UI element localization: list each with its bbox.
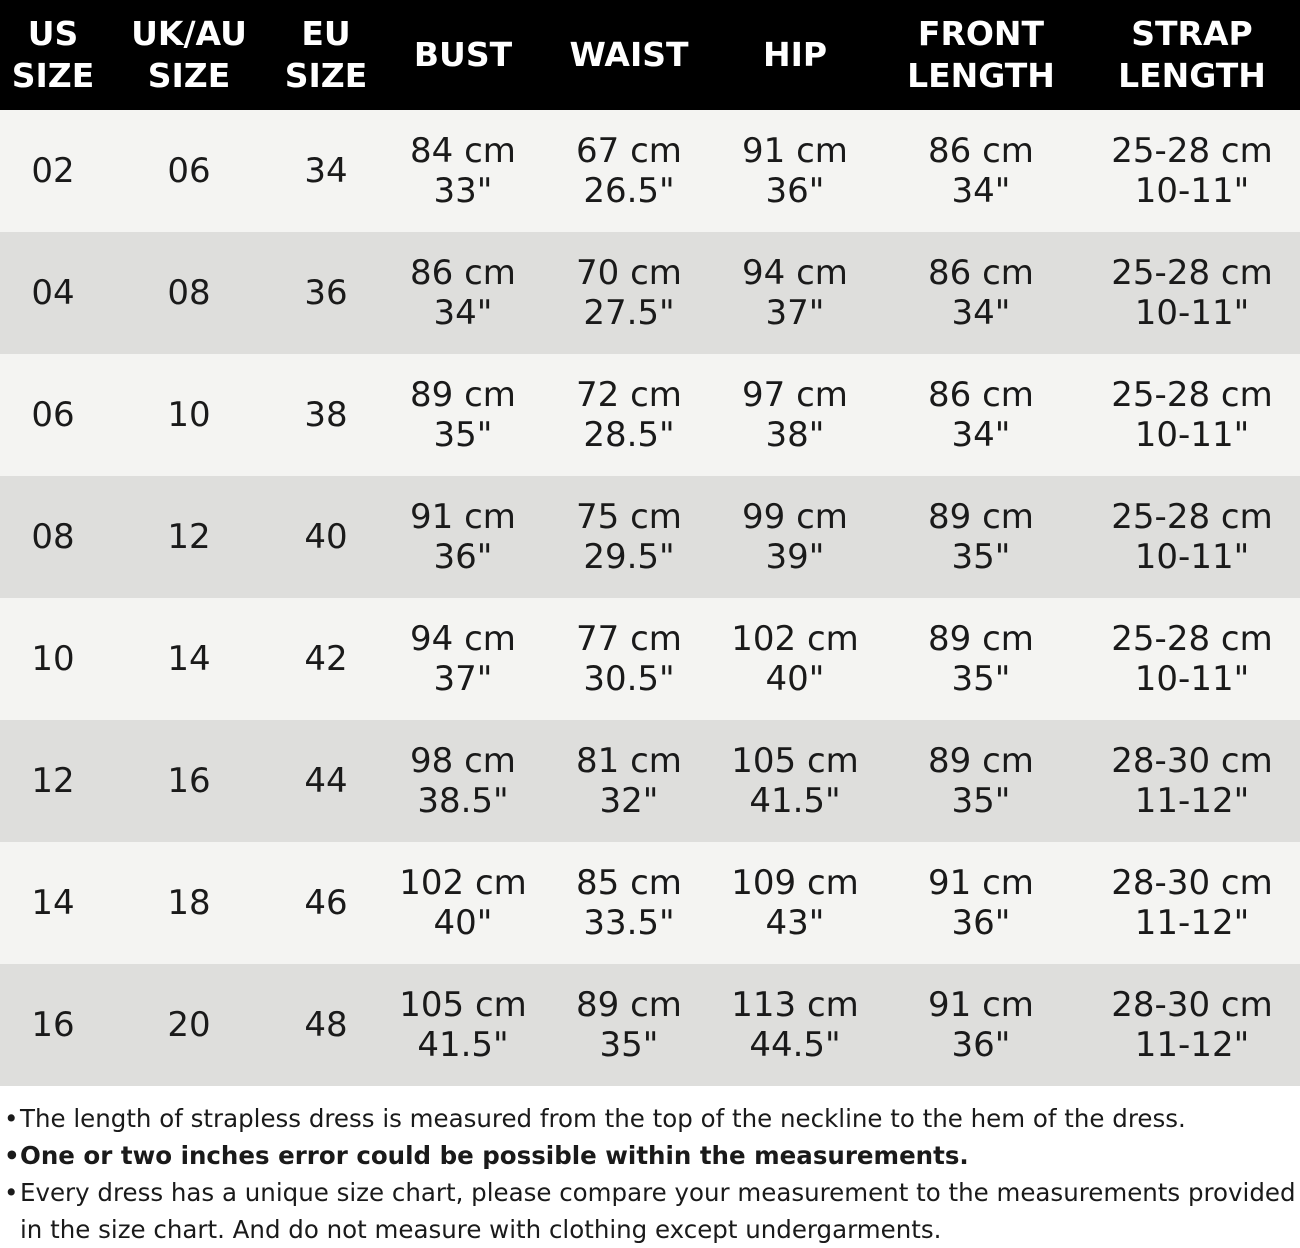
header-us-size: US SIZE [0, 0, 106, 110]
cell-bust: 84 cm 33" [380, 110, 546, 232]
header-hip: HIP [712, 0, 878, 110]
cell-us-size: 10 [0, 598, 106, 720]
note-item-emphasized: • One or two inches error could be possi… [4, 1137, 1300, 1174]
note-text: One or two inches error could be possibl… [20, 1141, 969, 1170]
cell-strap-length: 25-28 cm 10-11" [1084, 110, 1300, 232]
cell-waist: 81 cm 32" [546, 720, 712, 842]
cell-bust: 94 cm 37" [380, 598, 546, 720]
cell-front-length: 86 cm 34" [878, 110, 1084, 232]
cell-us-size: 12 [0, 720, 106, 842]
header-uk-au-size: UK/AU SIZE [106, 0, 272, 110]
table-row: 14 18 46 102 cm 40" 85 cm 33.5" 109 cm 4… [0, 842, 1300, 964]
cell-strap-length: 25-28 cm 10-11" [1084, 476, 1300, 598]
cell-eu-size: 38 [272, 354, 380, 476]
cell-waist: 89 cm 35" [546, 964, 712, 1086]
note-item: • Every dress has a unique size chart, p… [4, 1174, 1300, 1248]
cell-hip: 99 cm 39" [712, 476, 878, 598]
table-row: 12 16 44 98 cm 38.5" 81 cm 32" 105 cm 41… [0, 720, 1300, 842]
cell-front-length: 89 cm 35" [878, 598, 1084, 720]
cell-hip: 102 cm 40" [712, 598, 878, 720]
cell-uk-au-size: 14 [106, 598, 272, 720]
note-text: Every dress has a unique size chart, ple… [20, 1178, 1296, 1244]
cell-uk-au-size: 16 [106, 720, 272, 842]
note-item: • The length of strapless dress is measu… [4, 1100, 1300, 1137]
cell-front-length: 86 cm 34" [878, 354, 1084, 476]
cell-eu-size: 42 [272, 598, 380, 720]
cell-hip: 113 cm 44.5" [712, 964, 878, 1086]
cell-uk-au-size: 10 [106, 354, 272, 476]
cell-strap-length: 28-30 cm 11-12" [1084, 842, 1300, 964]
cell-front-length: 89 cm 35" [878, 720, 1084, 842]
size-notes: • The length of strapless dress is measu… [0, 1086, 1300, 1248]
cell-hip: 91 cm 36" [712, 110, 878, 232]
bullet-icon: • [4, 1141, 20, 1170]
cell-front-length: 91 cm 36" [878, 964, 1084, 1086]
cell-uk-au-size: 20 [106, 964, 272, 1086]
table-row: 04 08 36 86 cm 34" 70 cm 27.5" 94 cm 37"… [0, 232, 1300, 354]
cell-bust: 98 cm 38.5" [380, 720, 546, 842]
cell-uk-au-size: 06 [106, 110, 272, 232]
cell-uk-au-size: 12 [106, 476, 272, 598]
cell-bust: 102 cm 40" [380, 842, 546, 964]
cell-bust: 89 cm 35" [380, 354, 546, 476]
bullet-icon: • [4, 1178, 19, 1207]
cell-bust: 105 cm 41.5" [380, 964, 546, 1086]
cell-us-size: 02 [0, 110, 106, 232]
cell-us-size: 14 [0, 842, 106, 964]
cell-eu-size: 36 [272, 232, 380, 354]
cell-us-size: 08 [0, 476, 106, 598]
cell-strap-length: 28-30 cm 11-12" [1084, 720, 1300, 842]
cell-eu-size: 34 [272, 110, 380, 232]
cell-waist: 85 cm 33.5" [546, 842, 712, 964]
cell-us-size: 06 [0, 354, 106, 476]
cell-strap-length: 28-30 cm 11-12" [1084, 964, 1300, 1086]
table-row: 08 12 40 91 cm 36" 75 cm 29.5" 99 cm 39"… [0, 476, 1300, 598]
table-row: 10 14 42 94 cm 37" 77 cm 30.5" 102 cm 40… [0, 598, 1300, 720]
cell-hip: 97 cm 38" [712, 354, 878, 476]
header-waist: WAIST [546, 0, 712, 110]
cell-eu-size: 46 [272, 842, 380, 964]
cell-hip: 109 cm 43" [712, 842, 878, 964]
table-row: 02 06 34 84 cm 33" 67 cm 26.5" 91 cm 36"… [0, 110, 1300, 232]
cell-bust: 91 cm 36" [380, 476, 546, 598]
note-text: The length of strapless dress is measure… [20, 1104, 1186, 1133]
cell-waist: 77 cm 30.5" [546, 598, 712, 720]
cell-waist: 70 cm 27.5" [546, 232, 712, 354]
cell-eu-size: 48 [272, 964, 380, 1086]
cell-waist: 67 cm 26.5" [546, 110, 712, 232]
table-row: 06 10 38 89 cm 35" 72 cm 28.5" 97 cm 38"… [0, 354, 1300, 476]
header-eu-size: EU SIZE [272, 0, 380, 110]
size-chart-table: US SIZE UK/AU SIZE EU SIZE BUST WAIST HI… [0, 0, 1300, 1086]
table-row: 16 20 48 105 cm 41.5" 89 cm 35" 113 cm 4… [0, 964, 1300, 1086]
size-chart-header: US SIZE UK/AU SIZE EU SIZE BUST WAIST HI… [0, 0, 1300, 110]
header-row: US SIZE UK/AU SIZE EU SIZE BUST WAIST HI… [0, 0, 1300, 110]
header-front-length: FRONT LENGTH [878, 0, 1084, 110]
cell-front-length: 91 cm 36" [878, 842, 1084, 964]
cell-us-size: 04 [0, 232, 106, 354]
cell-front-length: 86 cm 34" [878, 232, 1084, 354]
cell-uk-au-size: 08 [106, 232, 272, 354]
bullet-icon: • [4, 1104, 19, 1133]
cell-waist: 75 cm 29.5" [546, 476, 712, 598]
header-strap-length: STRAP LENGTH [1084, 0, 1300, 110]
cell-uk-au-size: 18 [106, 842, 272, 964]
cell-hip: 94 cm 37" [712, 232, 878, 354]
cell-bust: 86 cm 34" [380, 232, 546, 354]
cell-waist: 72 cm 28.5" [546, 354, 712, 476]
cell-front-length: 89 cm 35" [878, 476, 1084, 598]
size-chart-body: 02 06 34 84 cm 33" 67 cm 26.5" 91 cm 36"… [0, 110, 1300, 1086]
cell-eu-size: 44 [272, 720, 380, 842]
cell-strap-length: 25-28 cm 10-11" [1084, 598, 1300, 720]
cell-hip: 105 cm 41.5" [712, 720, 878, 842]
cell-strap-length: 25-28 cm 10-11" [1084, 354, 1300, 476]
cell-strap-length: 25-28 cm 10-11" [1084, 232, 1300, 354]
cell-us-size: 16 [0, 964, 106, 1086]
cell-eu-size: 40 [272, 476, 380, 598]
header-bust: BUST [380, 0, 546, 110]
